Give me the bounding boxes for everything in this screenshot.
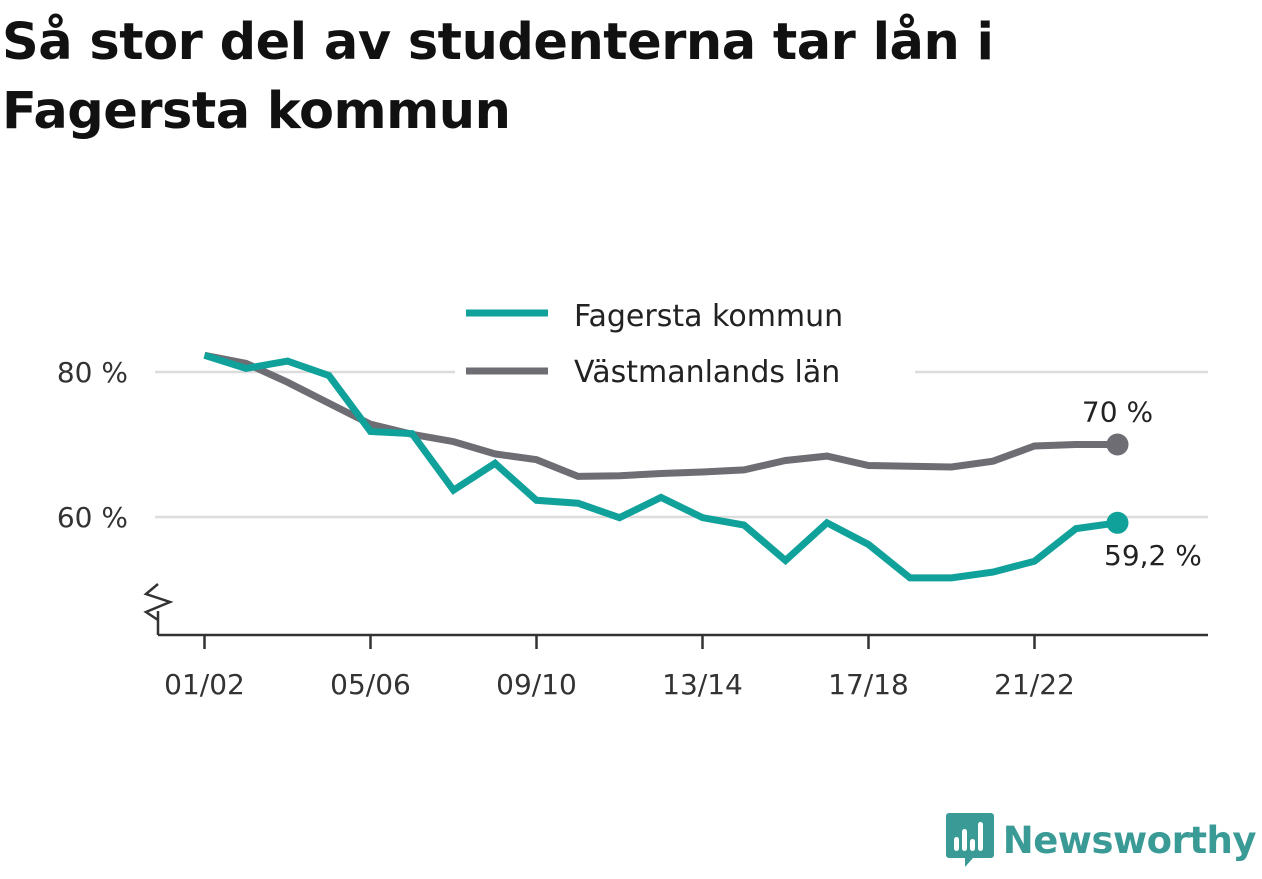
x-tick-label: 05/06 [330, 668, 411, 701]
newsworthy-logo: Newsworthy [945, 811, 1257, 869]
x-tick-label: 13/14 [662, 668, 743, 701]
brand-name: Newsworthy [1002, 818, 1257, 862]
chart-title: Så stor del av studenterna tar lån i Fag… [2, 13, 994, 141]
y-tick-label: 80 % [57, 356, 128, 389]
legend-background [455, 288, 915, 400]
legend: Fagersta kommun Västmanlands län [455, 288, 915, 400]
x-tick-label: 17/18 [828, 668, 909, 701]
legend-label-vastmanland: Västmanlands län [574, 355, 840, 390]
newsworthy-icon [945, 813, 994, 867]
axis-break-icon [143, 583, 174, 622]
end-point-vastmanland [1106, 433, 1129, 456]
end-label-vastmanland: 70 % [1082, 396, 1153, 429]
x-tick-label: 21/22 [994, 668, 1075, 701]
end-labels: 70 % 59,2 % [1082, 396, 1202, 572]
x-tick-label: 01/02 [164, 668, 245, 701]
axes: 60 % 80 % 01/02 05/06 09/10 13/14 17/18 21/22 [57, 356, 1208, 701]
series-line-fagersta [203, 351, 1118, 582]
end-point-fagersta [1106, 511, 1129, 534]
series-lines [203, 351, 1129, 582]
end-label-fagersta: 59,2 % [1104, 539, 1202, 572]
y-tick-label: 60 % [57, 501, 128, 534]
x-tick-label: 09/10 [496, 668, 577, 701]
legend-label-fagersta: Fagersta kommun [574, 299, 843, 334]
